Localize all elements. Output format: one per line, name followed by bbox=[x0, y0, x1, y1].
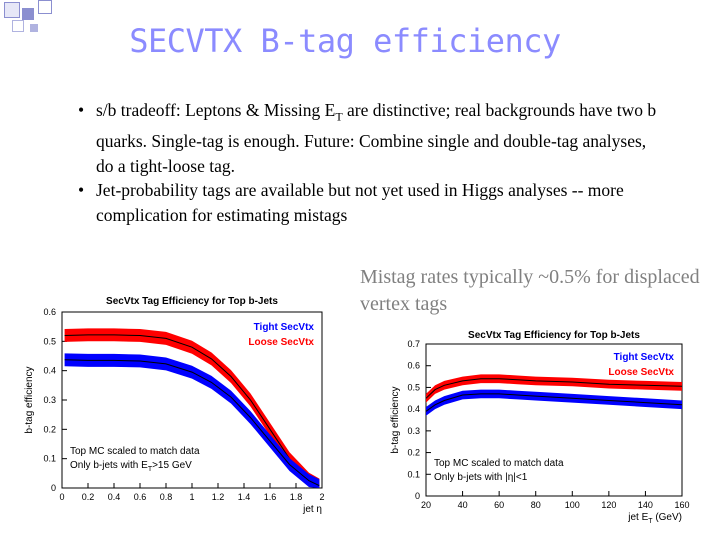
y-tick-label: 0 bbox=[415, 491, 420, 501]
x-tick-label: 1.4 bbox=[238, 492, 251, 502]
loose-band bbox=[426, 389, 682, 416]
bullet-subscript: T bbox=[335, 109, 343, 124]
eta-efficiency-chart: SecVtx Tag Efficiency for Top b-Jets 0 0.1… bbox=[24, 296, 325, 515]
annotation: Only b-jets with ET>15 GeV bbox=[70, 460, 192, 473]
x-tick-label: 0.4 bbox=[108, 492, 121, 502]
x-axis-label: jet η bbox=[302, 504, 322, 515]
x-tick-label: 1 bbox=[189, 492, 194, 502]
bullet-glyph: • bbox=[78, 100, 85, 120]
y-tick-label: 0.6 bbox=[407, 361, 420, 371]
legend-loose: Loose SecVtx bbox=[608, 367, 674, 378]
x-tick-label: 80 bbox=[531, 500, 541, 510]
x-axis-label-unit: (GeV) bbox=[653, 512, 682, 523]
x-tick-label: 0.6 bbox=[134, 492, 147, 502]
bullet-list: • s/b tradeoff: Leptons & Missing ET are… bbox=[78, 98, 658, 227]
legend-loose: Loose SecVtx bbox=[248, 337, 314, 348]
bullet-text: s/b tradeoff: Leptons & Missing E bbox=[96, 100, 336, 120]
plot-frame bbox=[425, 343, 683, 497]
et-efficiency-chart: SecVtx Tag Efficiency for Top b-Jets 0 0.1… bbox=[390, 330, 690, 525]
y-tick-label: 0.4 bbox=[43, 366, 56, 376]
x-tick-label: 40 bbox=[458, 500, 468, 510]
x-tick-label: 160 bbox=[674, 500, 689, 510]
chart-title: SecVtx Tag Efficiency for Top b-Jets bbox=[468, 330, 640, 341]
y-axis-label: b-tag efficiency bbox=[390, 386, 401, 453]
chart-title: SecVtx Tag Efficiency for Top b-Jets bbox=[106, 296, 278, 307]
loose-band bbox=[64, 353, 320, 488]
annotation-sub: T bbox=[148, 466, 153, 473]
y-axis-label: b-tag efficiency bbox=[24, 366, 35, 433]
bullet-item: • Jet-probability tags are available but… bbox=[78, 178, 658, 227]
tight-band bbox=[426, 374, 682, 403]
y-tick-label: 0.2 bbox=[43, 424, 56, 434]
legend-tight: Tight SecVtx bbox=[614, 352, 675, 363]
x-tick-label: 2 bbox=[319, 492, 324, 502]
annotation-cont: >15 GeV bbox=[152, 460, 192, 471]
x-tick-label: 1.8 bbox=[290, 492, 303, 502]
x-tick-label: 100 bbox=[565, 500, 580, 510]
y-tick-label: 0.1 bbox=[43, 454, 56, 464]
slide-title: SECVTX B-tag efficiency bbox=[129, 22, 561, 60]
annotation: Top MC scaled to match data bbox=[70, 446, 200, 457]
x-tick-label: 0.2 bbox=[82, 492, 95, 502]
y-tick-label: 0.7 bbox=[407, 339, 420, 349]
corner-decoration bbox=[0, 0, 60, 40]
bullet-text: Jet-probability tags are available but n… bbox=[96, 180, 624, 225]
y-tick-label: 0.2 bbox=[407, 448, 420, 458]
x-tick-label: 0.8 bbox=[160, 492, 173, 502]
y-tick-label: 0.3 bbox=[43, 395, 56, 405]
tight-band-line bbox=[425, 378, 683, 399]
mistag-note: Mistag rates typically ~0.5% for displac… bbox=[360, 266, 700, 315]
annotation: Only b-jets with |η|<1 bbox=[434, 472, 528, 483]
x-tick-label: 20 bbox=[421, 500, 431, 510]
bullet-glyph: • bbox=[78, 180, 85, 200]
y-tick-label: 0.5 bbox=[407, 382, 420, 392]
loose-band-line bbox=[425, 393, 683, 412]
x-tick-label: 60 bbox=[494, 500, 504, 510]
y-tick-label: 0.4 bbox=[407, 404, 420, 414]
x-axis-label-sub: T bbox=[648, 518, 653, 525]
x-tick-label: 1.6 bbox=[264, 492, 277, 502]
annotation: Top MC scaled to match data bbox=[434, 458, 564, 469]
bullet-item: • s/b tradeoff: Leptons & Missing ET are… bbox=[78, 98, 658, 178]
y-tick-label: 0.1 bbox=[407, 469, 420, 479]
x-axis-label: jet ET (GeV) bbox=[627, 512, 682, 525]
y-tick-label: 0.6 bbox=[43, 307, 56, 317]
x-tick-label: 0 bbox=[59, 492, 64, 502]
y-tick-label: 0 bbox=[51, 483, 56, 493]
y-tick-label: 0.5 bbox=[43, 336, 56, 346]
x-tick-label: 140 bbox=[638, 500, 653, 510]
x-tick-label: 120 bbox=[601, 500, 616, 510]
legend-tight: Tight SecVtx bbox=[254, 322, 315, 333]
loose-band-line bbox=[64, 359, 320, 487]
bullet-text-cont: are distinctive; real backgrounds have t… bbox=[96, 100, 657, 176]
y-tick-label: 0.3 bbox=[407, 426, 420, 436]
x-tick-label: 1.2 bbox=[212, 492, 225, 502]
